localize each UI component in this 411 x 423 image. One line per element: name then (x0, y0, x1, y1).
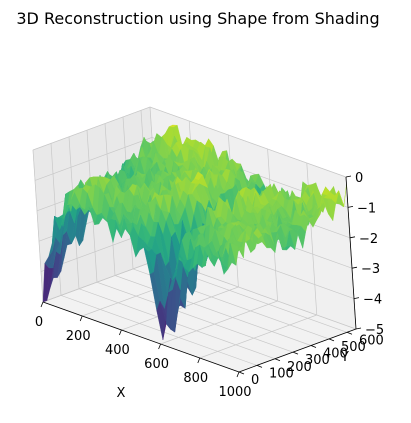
x-tick (236, 371, 240, 378)
z-gridline (34, 137, 349, 208)
axis-lines (42, 176, 357, 373)
y-tick-label: 600 (359, 333, 384, 348)
x-tick (40, 301, 44, 308)
z-tick-label: −5 (365, 323, 384, 338)
z-tick-label: 0 (355, 171, 363, 186)
x-axis-title: X (117, 386, 126, 401)
z-tick (347, 206, 354, 208)
z-tick (349, 236, 356, 239)
x-tick-label: 1000 (218, 385, 251, 400)
y-axis-line (238, 328, 357, 373)
surface-mesh (42, 124, 347, 340)
x-tick-label: 400 (105, 343, 130, 358)
x-tick (197, 357, 201, 364)
z-tick (355, 327, 362, 330)
y-tick-label: 0 (251, 373, 259, 388)
x-tick (119, 329, 122, 336)
y-tick (328, 338, 335, 342)
x-tick-label: 800 (183, 371, 208, 386)
z-tick (351, 266, 358, 269)
y-tick (238, 371, 245, 375)
x-tick-label: 200 (66, 329, 91, 344)
z-tick-label: −1 (357, 201, 376, 216)
z-tick-label: −3 (361, 262, 380, 277)
y-tick (292, 351, 299, 355)
z-gridline (32, 106, 347, 178)
z-tick (353, 297, 360, 299)
x-tick (79, 315, 83, 322)
x-axis-line (42, 301, 240, 373)
x-tick (158, 343, 161, 350)
y-tick-label: 300 (305, 353, 330, 368)
chart-title: 3D Reconstruction using Shape from Shadi… (16, 9, 379, 28)
y-tick (346, 331, 353, 335)
z-axis-line (345, 176, 357, 330)
y-tick (256, 365, 263, 368)
y-tick-label: 500 (341, 340, 366, 355)
y-tick (274, 358, 281, 362)
x-tick-label: 600 (144, 357, 169, 372)
y-tick-label: 400 (323, 347, 348, 362)
z-tick-label: −2 (359, 232, 378, 247)
surface-facet (227, 243, 237, 270)
y-tick (310, 345, 317, 348)
z-tick (345, 175, 352, 178)
y-tick-label: 100 (269, 366, 294, 381)
y-axis-title: Y (340, 350, 349, 365)
y-tick-label: 200 (287, 360, 312, 375)
x-tick-label: 0 (35, 315, 43, 330)
z-tick-label: −4 (363, 293, 382, 308)
